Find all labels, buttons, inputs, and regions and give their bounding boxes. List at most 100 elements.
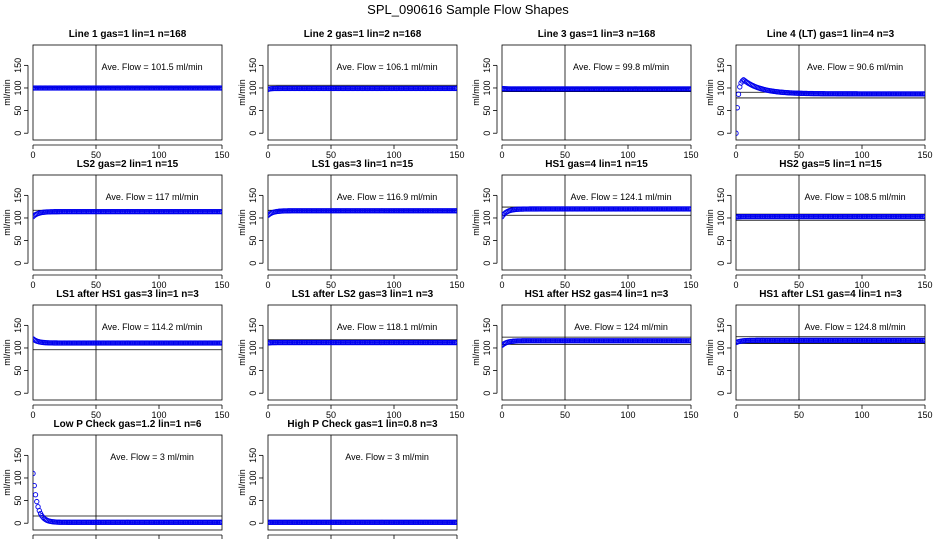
- panel-1: Line 1 gas=1 lin=1 n=168 Ave. Flow = 101.…: [2, 29, 230, 160]
- y-axis-label: ml/min: [471, 209, 481, 236]
- average-flow-label: Ave. Flow = 124.8 ml/min: [804, 322, 905, 332]
- plot-area: [268, 435, 457, 530]
- y-tick-label: 100: [716, 80, 726, 95]
- x-tick-label: 100: [854, 410, 869, 420]
- data-point: [219, 519, 222, 525]
- x-tick-label: 150: [449, 150, 464, 160]
- plot-area: [268, 305, 457, 400]
- x-tick-label: 100: [386, 410, 401, 420]
- x-tick-label: 50: [91, 280, 101, 290]
- y-tick-label: 150: [482, 188, 492, 203]
- y-axis-label: ml/min: [2, 339, 12, 366]
- y-axis-label: ml/min: [237, 469, 247, 496]
- y-tick-label: 0: [482, 391, 492, 396]
- x-tick-label: 100: [386, 280, 401, 290]
- y-tick-label: 100: [13, 210, 23, 225]
- y-tick-label: 100: [716, 210, 726, 225]
- y-tick-label: 150: [248, 448, 258, 463]
- data-point: [922, 337, 925, 343]
- x-tick-label: 0: [499, 410, 504, 420]
- average-flow-label: Ave. Flow = 101.5 ml/min: [101, 62, 202, 72]
- average-flow-label: Ave. Flow = 116.9 ml/min: [337, 192, 437, 202]
- y-tick-label: 0: [716, 391, 726, 396]
- panel-2: Line 2 gas=1 lin=2 n=168 Ave. Flow = 106.…: [237, 29, 465, 160]
- y-tick-label: 150: [716, 58, 726, 73]
- y-tick-label: 100: [248, 210, 258, 225]
- average-flow-label: Ave. Flow = 117 ml/min: [106, 192, 199, 202]
- data-point: [33, 470, 36, 477]
- y-tick-label: 0: [482, 261, 492, 266]
- y-tick-label: 100: [482, 210, 492, 225]
- y-axis-label: ml/min: [2, 469, 12, 496]
- y-axis-label: ml/min: [237, 339, 247, 366]
- x-tick-label: 100: [151, 280, 166, 290]
- x-tick-label: 50: [560, 150, 570, 160]
- panel-12: HS1 after LS1 gas=4 lin=1 n=3 Ave. Flow =…: [705, 289, 933, 420]
- plot-area: [502, 175, 691, 270]
- plot-area: [736, 305, 925, 400]
- data-point: [33, 336, 36, 342]
- y-tick-label: 50: [248, 366, 258, 376]
- plot-area: [33, 175, 222, 270]
- y-tick-label: 150: [482, 318, 492, 333]
- y-tick-label: 100: [13, 470, 23, 485]
- y-tick-label: 0: [716, 131, 726, 136]
- data-point: [454, 208, 457, 214]
- x-tick-label: 50: [326, 150, 336, 160]
- y-tick-label: 50: [482, 236, 492, 246]
- y-tick-label: 100: [248, 470, 258, 485]
- y-axis-label: ml/min: [237, 209, 247, 236]
- data-point: [36, 507, 42, 514]
- x-tick-label: 50: [794, 280, 804, 290]
- y-tick-label: 100: [482, 340, 492, 355]
- y-tick-label: 100: [13, 80, 23, 95]
- data-point: [739, 78, 745, 84]
- panel-title: HS1 after HS2 gas=4 lin=1 n=3: [525, 289, 669, 300]
- panel-title: HS1 after LS1 gas=4 lin=1 n=3: [759, 289, 902, 300]
- y-tick-label: 150: [248, 58, 258, 73]
- x-tick-label: 0: [265, 410, 270, 420]
- y-tick-label: 0: [248, 521, 258, 526]
- data-point: [33, 492, 39, 498]
- x-tick-label: 0: [30, 410, 35, 420]
- plot-frame: [32, 304, 223, 401]
- y-tick-label: 50: [248, 496, 258, 506]
- data-point: [33, 85, 36, 91]
- average-flow-label: Ave. Flow = 108.5 ml/min: [804, 192, 905, 202]
- data-point: [454, 85, 457, 92]
- average-flow-label: Ave. Flow = 124 ml/min: [574, 322, 668, 332]
- plot-area: [268, 175, 457, 270]
- x-tick-label: 0: [265, 280, 270, 290]
- plot-area: [33, 45, 222, 140]
- y-tick-label: 150: [716, 318, 726, 333]
- x-tick-label: 100: [151, 150, 166, 160]
- x-tick-label: 0: [733, 150, 738, 160]
- y-tick-label: 150: [13, 448, 23, 463]
- y-tick-label: 150: [248, 188, 258, 203]
- x-tick-label: 50: [560, 280, 570, 290]
- average-flow-label: Ave. Flow = 90.6 ml/min: [807, 62, 903, 72]
- plot-area: [502, 305, 691, 400]
- plot-area: [736, 175, 925, 270]
- panel-13: Low P Check gas=1.2 lin=1 n=6 Ave. Flow =…: [2, 419, 230, 545]
- figure-title: SPL_090616 Sample Flow Shapes: [367, 2, 569, 17]
- x-tick-label: 50: [794, 150, 804, 160]
- data-point: [268, 340, 271, 346]
- plot-area: [33, 435, 222, 530]
- data-point: [736, 130, 739, 136]
- y-axis-label: ml/min: [2, 79, 12, 106]
- y-axis-label: ml/min: [471, 79, 481, 106]
- y-tick-label: 0: [13, 391, 23, 396]
- panel-3: Line 3 gas=1 lin=3 n=168 Ave. Flow = 99.8…: [471, 29, 699, 160]
- panel-title: Line 2 gas=1 lin=2 n=168: [304, 29, 422, 40]
- x-tick-label: 50: [91, 150, 101, 160]
- panel-title: HS2 gas=5 lin=1 n=15: [779, 159, 882, 170]
- x-tick-label: 150: [449, 280, 464, 290]
- panel-8: HS2 gas=5 lin=1 n=15 Ave. Flow = 108.5 ml…: [705, 159, 933, 290]
- y-tick-label: 50: [482, 366, 492, 376]
- average-flow-label: Ave. Flow = 3 ml/min: [110, 452, 194, 462]
- panel-5: LS2 gas=2 lin=1 n=15 Ave. Flow = 117 ml/m…: [2, 159, 230, 290]
- y-axis-label: ml/min: [705, 209, 715, 236]
- x-tick-label: 0: [499, 150, 504, 160]
